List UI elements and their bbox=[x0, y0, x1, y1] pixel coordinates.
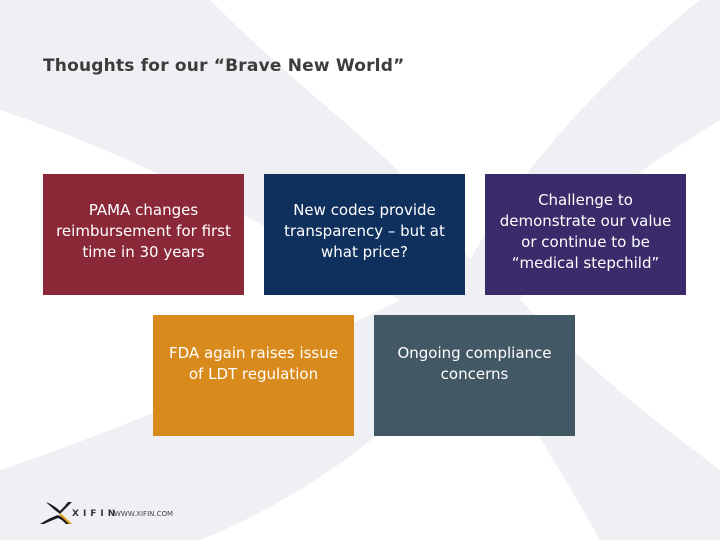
compliance-text: Ongoing compliance concerns bbox=[397, 343, 552, 383]
challenge-box: Challenge to demonstrate our value or co… bbox=[485, 174, 686, 295]
footer-url: WWW.XIFIN.COM bbox=[114, 510, 174, 518]
fda-box: FDA again raises issue of LDT regulation bbox=[153, 315, 354, 436]
challenge-text: Challenge to demonstrate our value or co… bbox=[499, 190, 672, 272]
xifin-logo-icon bbox=[38, 502, 72, 524]
compliance-box: Ongoing compliance concerns bbox=[374, 315, 575, 436]
new-codes-box: New codes provide transparency – but at … bbox=[264, 174, 465, 295]
fda-text: FDA again raises issue of LDT regulation bbox=[169, 343, 338, 383]
pama-box: PAMA changes reimbursement for first tim… bbox=[43, 174, 244, 295]
new-codes-text: New codes provide transparency – but at … bbox=[284, 201, 445, 261]
slide-title: Thoughts for our “Brave New World” bbox=[43, 56, 405, 76]
pama-text: PAMA changes reimbursement for first tim… bbox=[56, 201, 231, 261]
logo-wordmark: XIFIN bbox=[72, 509, 120, 519]
